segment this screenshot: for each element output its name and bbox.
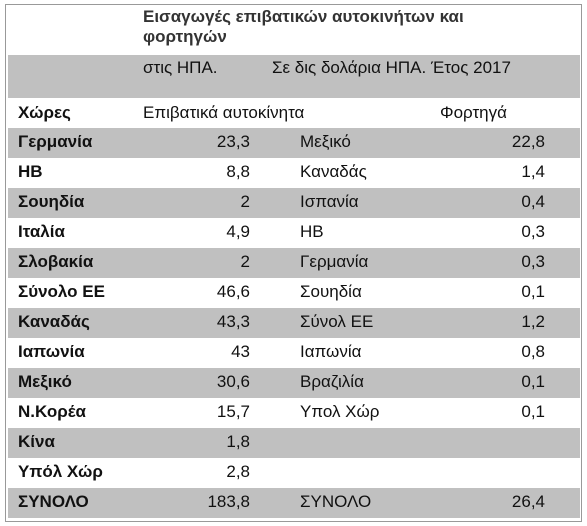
unit-right: Σε δις δολάρια ΗΠΑ. Έτος 2017 <box>272 58 511 77</box>
row-band <box>8 248 580 278</box>
country-cell: ΗΒ <box>300 222 324 241</box>
value-cell: 4,9 <box>226 222 250 241</box>
value-cell: 30,6 <box>216 372 250 391</box>
column-header: Χώρες <box>18 103 71 122</box>
country-cell: Υπόλ Χώρ <box>18 462 103 481</box>
value-cell: 8,8 <box>226 162 250 181</box>
country-cell: Υπολ Χώρ <box>300 402 380 421</box>
country-cell: Βραζιλία <box>300 372 364 391</box>
country-cell: Σύνολ ΕΕ <box>300 312 374 331</box>
country-cell: Σουηδία <box>300 282 362 301</box>
value-cell: 0,3 <box>521 222 545 241</box>
column-header: Φορτηγά <box>440 103 507 122</box>
value-cell: 26,4 <box>511 492 545 511</box>
table-border <box>5 4 582 522</box>
country-cell: Κίνα <box>18 432 55 451</box>
value-cell: 0,1 <box>521 372 545 391</box>
column-header: Επιβατικά αυτοκίνητα <box>143 103 305 122</box>
value-cell: 43,3 <box>216 312 250 331</box>
row-band <box>8 128 580 158</box>
value-cell: 2 <box>240 192 250 211</box>
value-cell: 2,8 <box>226 462 250 481</box>
value-cell: 0,8 <box>521 342 545 361</box>
unit-left: στις ΗΠΑ. <box>143 58 218 77</box>
country-cell: Καναδάς <box>300 162 367 181</box>
value-cell: 22,8 <box>511 132 545 151</box>
country-cell: Καναδάς <box>18 312 90 331</box>
value-cell: 43 <box>231 342 250 361</box>
value-cell: 0,4 <box>521 192 545 211</box>
row-band <box>8 428 580 458</box>
value-cell: 1,8 <box>226 432 250 451</box>
value-cell: 0,1 <box>521 402 545 421</box>
value-cell: 1,4 <box>521 162 545 181</box>
country-cell: Ν.Κορέα <box>18 402 86 421</box>
header-band <box>8 55 580 98</box>
value-cell: 2 <box>240 252 250 271</box>
country-cell: ΗΒ <box>18 162 43 181</box>
value-cell: 183,8 <box>207 492 250 511</box>
row-band <box>8 368 580 398</box>
country-cell: Γερμανία <box>18 132 93 151</box>
row-band <box>8 488 580 518</box>
value-cell: 0,1 <box>521 282 545 301</box>
row-band <box>8 308 580 338</box>
value-cell: 1,2 <box>521 312 545 331</box>
country-cell: Μεξικό <box>300 132 351 151</box>
country-cell: Ιταλία <box>18 222 65 241</box>
value-cell: 15,7 <box>216 402 250 421</box>
country-cell: ΣΥΝΟΛΟ <box>300 492 372 511</box>
value-cell: 23,3 <box>216 132 250 151</box>
row-band <box>8 188 580 218</box>
country-cell: Σουηδία <box>18 192 85 211</box>
country-cell: Σύνολο ΕΕ <box>18 282 105 301</box>
country-cell: Γερμανία <box>300 252 369 271</box>
country-cell: Σλοβακία <box>18 252 94 271</box>
country-cell: ΣΥΝΟΛΟ <box>18 492 89 511</box>
country-cell: Ιαπωνία <box>300 342 362 361</box>
value-cell: 46,6 <box>216 282 250 301</box>
country-cell: Μεξικό <box>18 372 72 391</box>
country-cell: Ιαπωνία <box>18 342 85 361</box>
table-title: Εισαγωγές επιβατικών αυτοκινήτων και φορ… <box>143 7 464 46</box>
country-cell: Ισπανία <box>300 192 359 211</box>
value-cell: 0,3 <box>521 252 545 271</box>
